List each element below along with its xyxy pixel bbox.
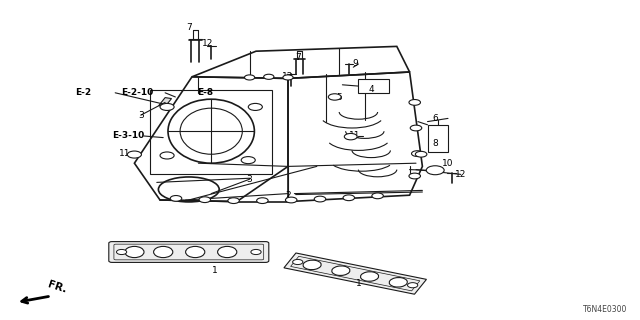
Text: 12: 12 — [455, 170, 467, 179]
Circle shape — [285, 197, 297, 203]
Text: 8: 8 — [433, 140, 438, 148]
Circle shape — [426, 166, 444, 175]
Text: E-2: E-2 — [75, 88, 92, 97]
Text: 11: 11 — [119, 149, 131, 158]
Text: 10: 10 — [442, 159, 454, 168]
Text: 7: 7 — [186, 23, 191, 32]
Ellipse shape — [125, 246, 144, 258]
Text: 6: 6 — [433, 114, 438, 123]
Circle shape — [248, 103, 262, 110]
Ellipse shape — [360, 272, 379, 281]
FancyBboxPatch shape — [428, 125, 448, 152]
Circle shape — [244, 75, 255, 80]
Circle shape — [116, 250, 127, 255]
Circle shape — [408, 283, 418, 288]
Circle shape — [160, 103, 174, 110]
Ellipse shape — [303, 260, 321, 270]
Circle shape — [241, 156, 255, 164]
Text: 12: 12 — [202, 39, 214, 48]
Circle shape — [292, 260, 303, 265]
Circle shape — [372, 193, 383, 199]
Circle shape — [283, 75, 293, 80]
Ellipse shape — [154, 246, 173, 258]
Ellipse shape — [389, 277, 407, 287]
Text: 5: 5 — [337, 93, 342, 102]
Text: E-2-10: E-2-10 — [122, 88, 154, 97]
Text: 1: 1 — [356, 279, 361, 288]
FancyBboxPatch shape — [358, 79, 389, 93]
FancyBboxPatch shape — [109, 242, 269, 262]
Circle shape — [314, 196, 326, 202]
Text: 3: 3 — [138, 111, 143, 120]
Text: 2: 2 — [285, 191, 291, 200]
Circle shape — [412, 151, 423, 156]
Text: E-8: E-8 — [196, 88, 213, 97]
Circle shape — [409, 100, 420, 105]
Text: 1: 1 — [212, 266, 217, 275]
Text: E-3-10: E-3-10 — [112, 132, 144, 140]
Circle shape — [160, 152, 174, 159]
Circle shape — [127, 151, 141, 158]
Circle shape — [264, 74, 274, 79]
Text: T6N4E0300: T6N4E0300 — [583, 305, 627, 314]
Circle shape — [251, 250, 261, 255]
Circle shape — [328, 94, 341, 100]
Circle shape — [410, 125, 422, 131]
Ellipse shape — [332, 266, 350, 276]
Circle shape — [228, 198, 239, 204]
Ellipse shape — [218, 246, 237, 258]
Polygon shape — [284, 253, 426, 294]
Ellipse shape — [186, 246, 205, 258]
Text: 12: 12 — [282, 72, 294, 81]
Circle shape — [344, 133, 357, 140]
Circle shape — [170, 196, 182, 201]
Circle shape — [257, 198, 268, 204]
Circle shape — [343, 195, 355, 201]
Text: 9: 9 — [353, 60, 358, 68]
Text: 7: 7 — [295, 53, 300, 62]
Circle shape — [415, 151, 427, 157]
Circle shape — [409, 173, 420, 179]
Circle shape — [199, 197, 211, 203]
Text: 4: 4 — [369, 85, 374, 94]
Polygon shape — [159, 98, 172, 107]
Text: 3: 3 — [247, 175, 252, 184]
Text: FR.: FR. — [46, 279, 68, 294]
Text: 11: 11 — [349, 132, 361, 140]
